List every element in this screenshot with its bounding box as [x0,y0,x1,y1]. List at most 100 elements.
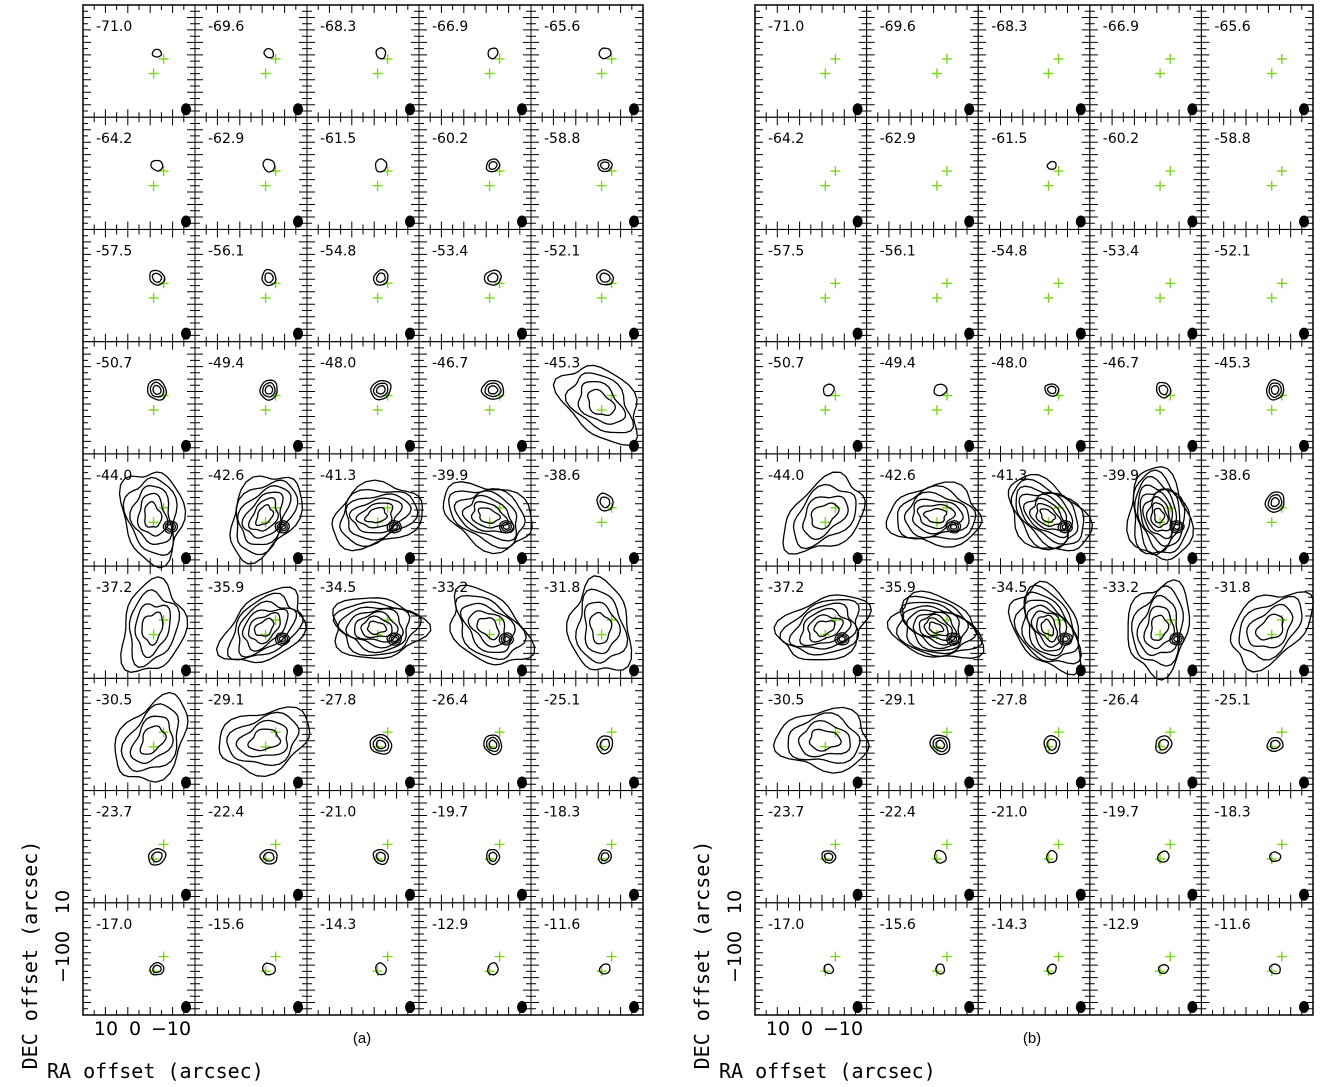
axis-ticks [195,678,307,791]
source-marker [148,741,159,752]
contour-level [370,379,392,401]
axis-ticks [1089,117,1202,230]
contour-level [215,586,307,664]
velocity-label: -65.6 [1214,19,1250,35]
contour-level [948,634,960,644]
contour-level [390,635,399,643]
beam-ellipse [852,552,863,565]
contour-level [1018,491,1074,545]
channel-cell: -54.8 [306,228,420,343]
contour-level [589,611,613,645]
channel-cell: -66.9 [1089,4,1202,118]
contour-level [797,719,851,758]
velocity-label: -48.0 [320,356,356,372]
velocity-label: -21.0 [320,805,356,821]
channel-cell: -58.8 [1200,116,1314,230]
channel-cell: -62.9 [866,116,979,230]
contour-level [149,381,165,398]
beam-ellipse [405,103,415,116]
beam-ellipse [852,664,863,677]
contour-level [1155,381,1172,399]
velocity-label: -56.1 [880,243,916,259]
contour-level [911,498,964,535]
contour-level [151,272,163,283]
contour-level [918,613,953,641]
contour-level [1158,738,1170,751]
source-marker [1165,278,1176,289]
contour-level [502,635,511,643]
source-marker [931,292,942,303]
y-tick-label: 10 [52,890,74,914]
beam-ellipse [852,776,863,789]
velocity-label: -22.4 [880,805,916,821]
beam-ellipse [181,1001,191,1013]
source-marker [1276,278,1287,289]
source-marker [830,53,841,64]
axis-ticks [419,453,531,567]
source-marker [260,854,271,864]
beam-ellipse [293,327,303,340]
contour-level [390,523,399,530]
contour-level [566,575,633,671]
source-marker [1165,166,1176,177]
velocity-label: -35.9 [208,580,244,596]
channel-cell: -46.7 [418,341,532,455]
beam-ellipse [293,776,303,789]
source-marker [158,166,169,177]
axis-ticks [531,5,643,118]
channel-cell: -48.0 [306,341,420,455]
velocity-label: -38.6 [1214,468,1250,484]
velocity-label: -11.6 [544,917,580,933]
beam-ellipse [1187,888,1198,901]
velocity-label: -29.1 [208,692,244,708]
channel-cell: -38.6 [530,453,644,567]
channel-cell: -17.0 [754,902,868,1016]
axis-ticks [195,453,307,567]
axis-ticks [866,566,979,679]
velocity-label: -41.3 [320,468,356,484]
contour-level [259,379,278,401]
contour-level [1022,493,1069,539]
channel-cell: -54.8 [977,228,1091,343]
contour-level [1150,614,1170,641]
contour-level [144,500,163,528]
contour-level [1059,521,1072,532]
source-marker [606,951,617,962]
source-marker [942,390,952,401]
contour-level [923,617,949,637]
beam-ellipse [405,776,415,789]
axis-ticks [307,341,419,454]
contour-level [152,964,162,974]
source-marker [830,166,841,177]
velocity-label: -15.6 [880,917,916,933]
contour-level [946,632,962,646]
contour-level [1173,635,1181,643]
source-marker [596,68,607,79]
axis-ticks [1089,453,1202,567]
contour-level [129,715,174,765]
axis-ticks [531,790,643,903]
channel-cell: -30.5 [754,677,870,792]
channel-cell: -66.9 [418,4,532,118]
axis-ticks [978,902,1090,1015]
source-marker [1276,166,1287,177]
source-marker [1053,727,1064,738]
contour-level [599,738,611,751]
source-marker [270,53,281,64]
contour-level [1265,379,1285,401]
contour-level [1171,522,1183,532]
axis-ticks [755,229,867,342]
velocity-label: -71.0 [96,19,132,35]
contour-level [164,522,177,532]
velocity-label: -61.5 [991,131,1027,147]
contour-level [823,963,835,975]
x-axis-label: RA offset (arcsec) [719,1059,936,1083]
channel-cell: -12.9 [1089,902,1202,1016]
contour-level [596,492,614,512]
channel-cell: -38.6 [1200,453,1314,567]
contour-level [372,736,390,752]
contour-level [355,502,394,529]
velocity-label: -17.0 [768,917,804,933]
beam-ellipse [1299,888,1309,901]
source-marker [1165,839,1176,850]
